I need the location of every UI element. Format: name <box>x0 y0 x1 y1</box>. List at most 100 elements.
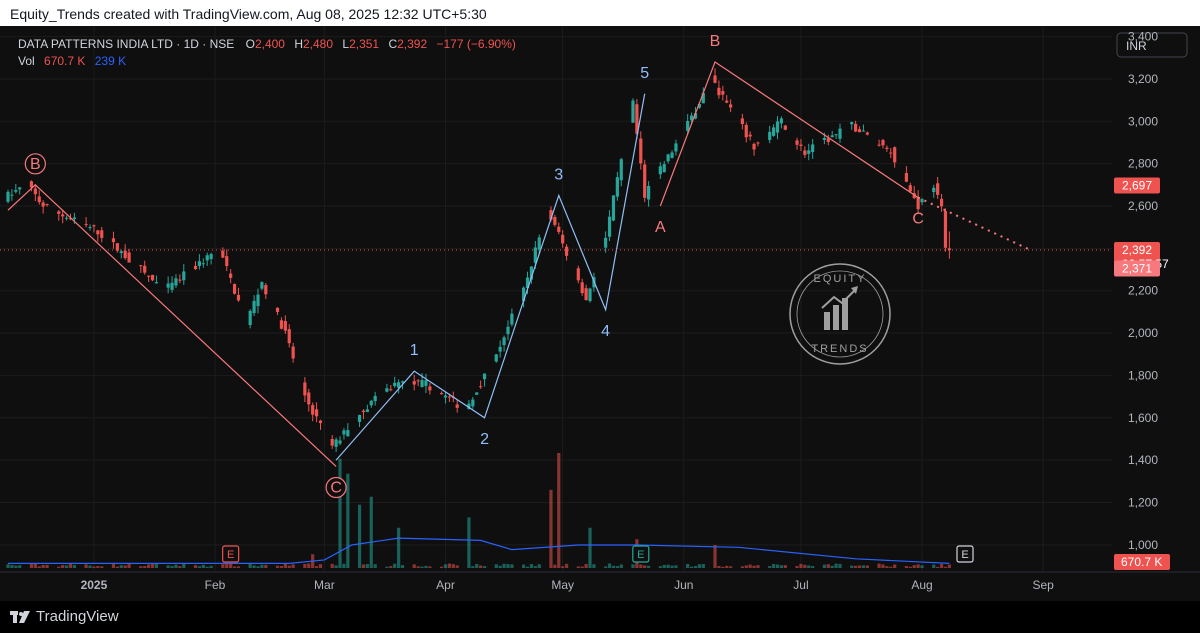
candle <box>775 116 780 140</box>
candle <box>877 139 881 147</box>
volume-bar <box>314 566 319 568</box>
candle <box>397 379 401 394</box>
candle <box>553 214 557 227</box>
price-label-2697: 2,697 <box>1114 177 1160 194</box>
legend-change: −177 (−6.90%) <box>436 37 515 51</box>
volume-bar <box>506 564 510 568</box>
candle <box>193 261 198 271</box>
volume-bar <box>361 564 366 568</box>
volume-bar <box>439 566 444 568</box>
volume-bar <box>287 565 291 568</box>
volume-bar <box>533 566 537 568</box>
x-tick-label: Aug <box>911 578 932 592</box>
candle <box>256 288 260 314</box>
candle <box>611 195 616 222</box>
candle <box>752 142 756 156</box>
currency-button[interactable]: INR <box>1116 32 1188 58</box>
volume-bar <box>451 564 455 568</box>
time-axis[interactable]: 2025 Feb Mar Apr May Jun Jul Aug Sep <box>0 571 1200 592</box>
candle <box>307 388 311 412</box>
candle <box>615 171 619 201</box>
volume-bar <box>209 565 213 568</box>
volume-bar <box>647 565 651 568</box>
y-tick-label: 2,800 <box>1128 157 1158 171</box>
candle <box>88 224 92 231</box>
volume-bar <box>689 566 694 568</box>
wave-label: B <box>30 156 41 173</box>
candle <box>607 210 612 242</box>
volume-bar <box>154 563 159 568</box>
attribution-bar: Equity_Trends created with TradingView.c… <box>0 0 1200 26</box>
volume-bar <box>205 566 209 568</box>
candle <box>291 342 295 363</box>
candle <box>557 222 561 235</box>
volume-bar <box>717 565 721 568</box>
volume-bar <box>662 564 666 568</box>
volume-bar <box>580 566 584 568</box>
tradingview-brand[interactable]: TradingView <box>10 608 119 625</box>
volume-bar <box>334 565 338 568</box>
volume-bar <box>178 566 182 568</box>
candle <box>783 124 787 131</box>
volume-bar <box>229 563 233 568</box>
volume-bar <box>252 565 256 568</box>
wave-label: 5 <box>640 65 649 82</box>
candle <box>744 122 748 143</box>
volume-bar <box>889 566 893 568</box>
candle <box>303 377 307 403</box>
volume-bar <box>529 564 534 568</box>
price-axis[interactable]: 1,0001,2001,4001,6001,8002,0002,2002,400… <box>1128 30 1158 552</box>
svg-text:INR: INR <box>1126 39 1147 53</box>
candle <box>41 200 45 214</box>
wave-label-circle <box>24 153 46 175</box>
volume-bar <box>29 563 34 568</box>
volume-bar <box>877 563 881 568</box>
candle <box>14 183 18 194</box>
candle <box>803 146 807 158</box>
volume-bar <box>275 565 280 568</box>
earnings-marker[interactable]: E <box>222 545 240 563</box>
candle <box>283 315 287 334</box>
wave-annotations: 1 2 3 4 5 B C A B C <box>7 33 1032 499</box>
candle <box>37 190 41 205</box>
tradingview-brand-text: TradingView <box>36 608 119 625</box>
candle <box>779 116 784 129</box>
volume-bar <box>522 564 526 568</box>
volume-bar <box>139 566 143 568</box>
candle <box>385 383 389 393</box>
candle <box>154 275 159 284</box>
volume-bar <box>811 566 815 568</box>
x-tick-label: Jun <box>674 578 693 592</box>
volume-bar <box>33 563 37 568</box>
candles <box>6 68 951 452</box>
candle <box>666 153 670 164</box>
candle <box>115 243 119 253</box>
candle <box>275 307 280 315</box>
candle <box>725 95 729 104</box>
earnings-marker[interactable]: E <box>632 545 650 563</box>
candle <box>424 373 428 393</box>
volume-bar <box>674 565 678 568</box>
volume-bar <box>564 563 569 568</box>
x-tick-label: 2025 <box>81 578 108 592</box>
candle <box>45 203 49 207</box>
volume-bar <box>123 565 127 568</box>
volume-bar <box>428 566 432 568</box>
candle <box>498 340 502 358</box>
equity-trends-watermark: EQUITY TRENDS <box>789 263 891 365</box>
volume-bar <box>639 564 643 568</box>
candle <box>908 182 912 193</box>
volume-bar <box>416 566 420 568</box>
earnings-marker[interactable]: E <box>956 545 974 563</box>
legend-vol-value: 670.7 K <box>44 54 85 68</box>
volume-bar <box>807 565 811 568</box>
volume-bar <box>725 565 729 568</box>
price-chart[interactable]: E E E 1 2 3 4 5 B C A B C EQUITY TRENDS DATA PATTER… <box>0 26 1200 601</box>
volume-bar <box>6 564 10 568</box>
volume-bar <box>143 566 147 568</box>
volume-bar <box>236 566 241 568</box>
volume-bar <box>385 566 389 568</box>
candle <box>920 197 924 206</box>
candle <box>111 231 116 249</box>
